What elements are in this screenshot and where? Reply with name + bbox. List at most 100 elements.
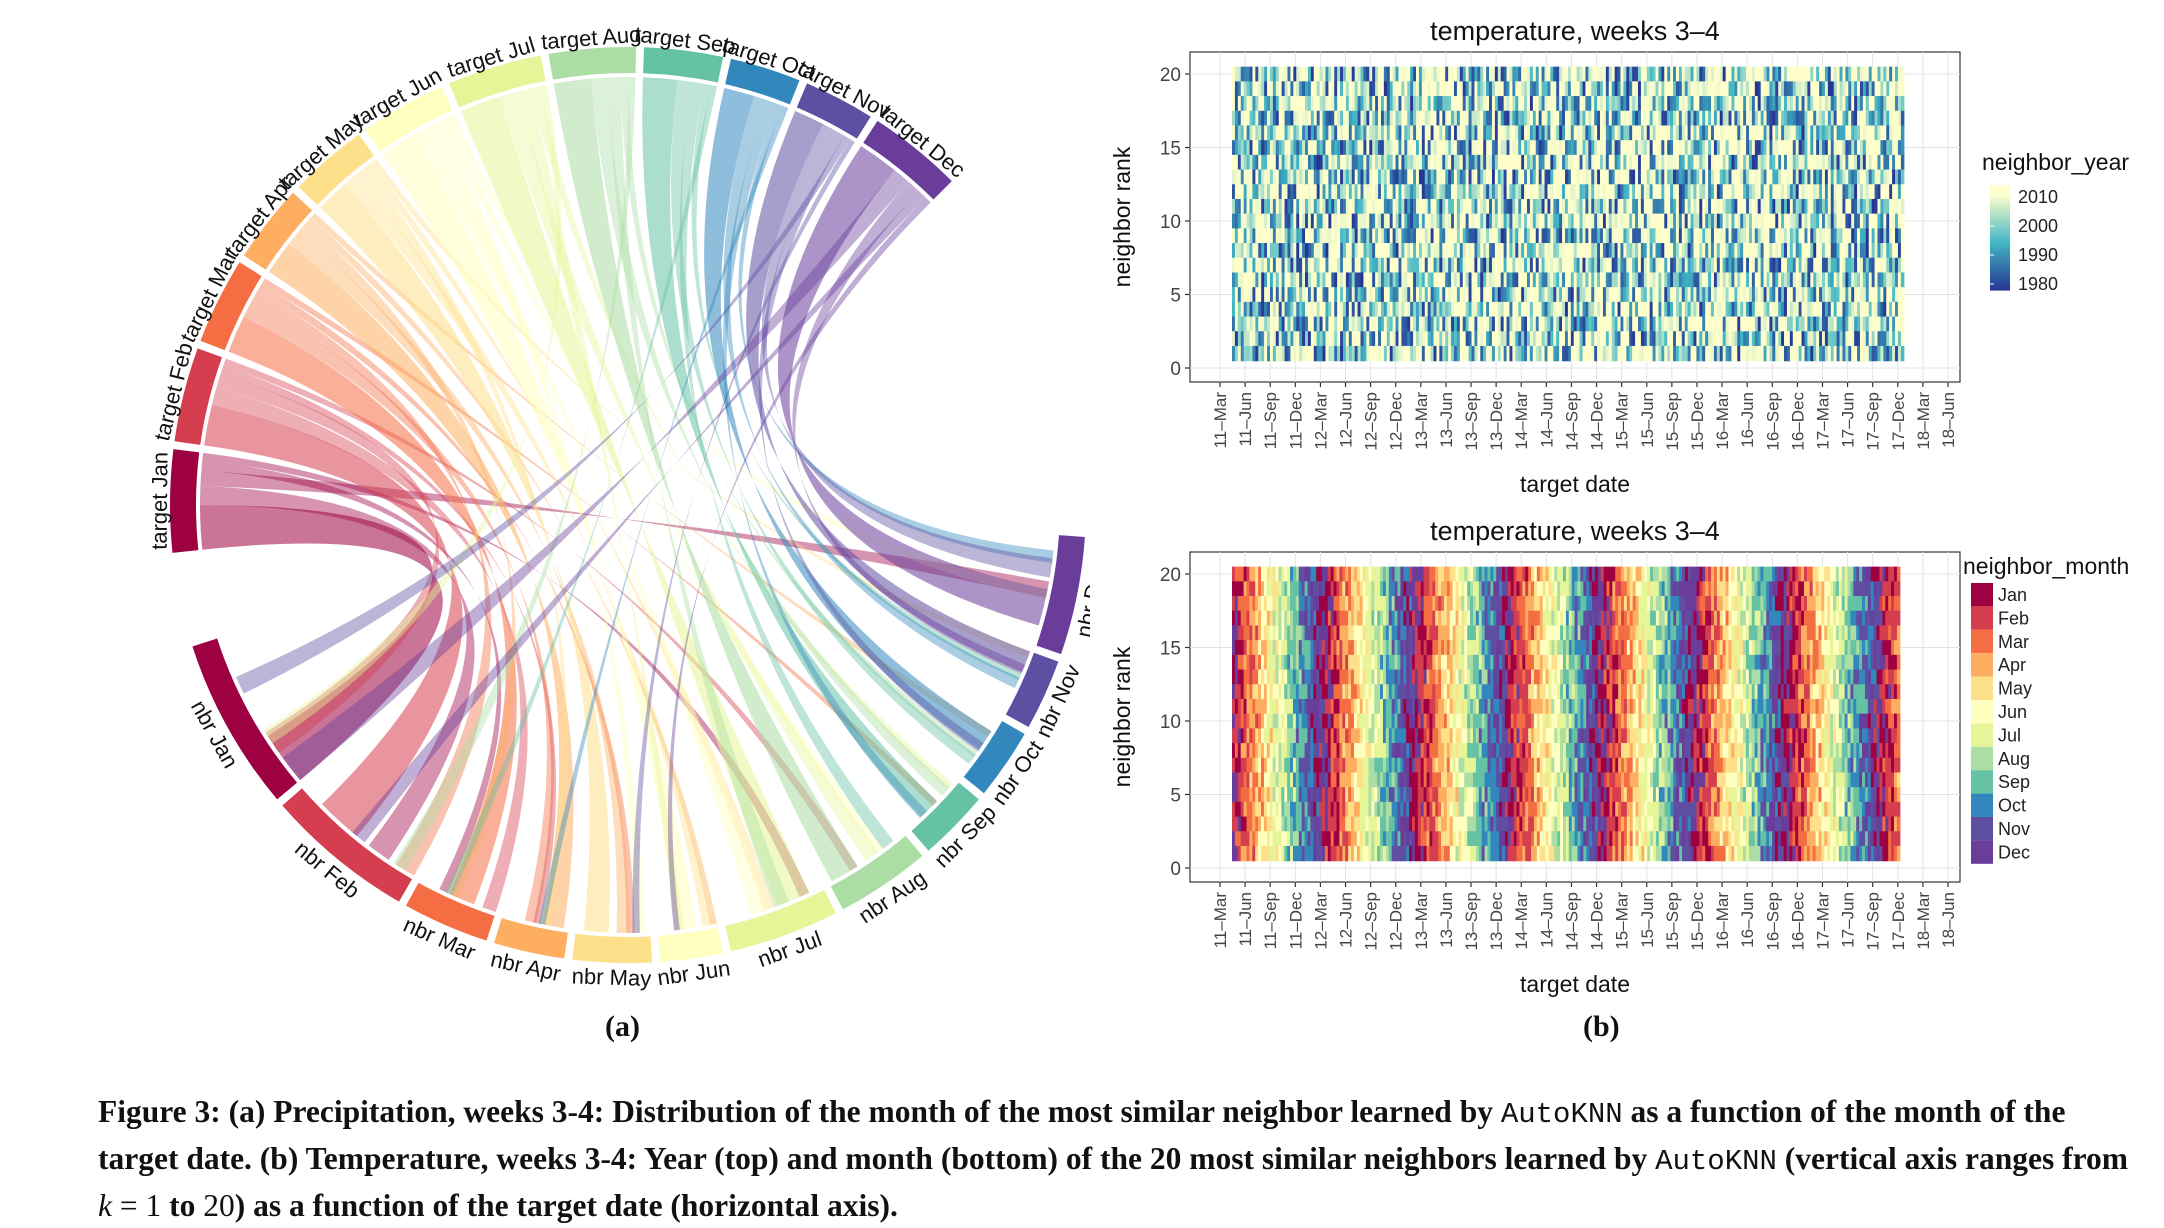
caption-math-20: 20: [203, 1188, 235, 1223]
x-axis-label: target date: [1520, 471, 1630, 497]
legend-swatch-jul: [1971, 723, 1993, 746]
x-tick-label: 12–Dec: [1387, 892, 1406, 951]
x-tick-label: 13–Jun: [1437, 892, 1456, 948]
x-tick-label: 15–Mar: [1613, 392, 1632, 450]
figure-caption: Figure 3: (a) Precipitation, weeks 3-4: …: [98, 1090, 2138, 1228]
caption-code-autoknn-1: AutoKNN: [1501, 1098, 1623, 1131]
legend-entry-may: May: [1998, 679, 2032, 699]
x-tick-label: 12–Dec: [1387, 392, 1406, 451]
legend-entry-jun: Jun: [1998, 702, 2027, 722]
x-tick-label: 17–Jun: [1839, 392, 1858, 448]
x-tick-label: 18–Jun: [1939, 392, 1958, 448]
y-tick-label: 15: [1160, 639, 1181, 660]
y-tick-label: 5: [1170, 786, 1181, 807]
nbr-may-label: nbr May: [571, 963, 651, 991]
legend-swatch-jun: [1971, 700, 1993, 723]
x-tick-label: 16–Jun: [1738, 392, 1757, 448]
caption-math-eq: =: [112, 1188, 146, 1223]
target-jan-label: target Jan: [147, 452, 173, 550]
x-tick-label: 12–Mar: [1311, 892, 1330, 950]
heatmap-cells: [1232, 567, 1900, 862]
x-tick-label: 16–Mar: [1713, 892, 1732, 950]
x-tick-label: 14–Jun: [1537, 892, 1556, 948]
nbr-may-arc: [572, 934, 652, 963]
legend-swatch-aug: [1971, 747, 1993, 770]
legend-swatch-dec: [1971, 840, 1993, 863]
x-tick-label: 11–Mar: [1211, 892, 1230, 949]
x-tick-label: 13–Mar: [1412, 392, 1431, 450]
x-tick-label: 14–Mar: [1512, 392, 1531, 450]
x-tick-label: 15–Dec: [1688, 392, 1707, 451]
legend-swatch-feb: [1971, 606, 1993, 629]
x-tick-label: 18–Jun: [1939, 892, 1958, 948]
x-tick-label: 16–Mar: [1713, 392, 1732, 450]
x-tick-label: 14–Sep: [1562, 892, 1581, 951]
legend-entry-aug: Aug: [1998, 749, 2030, 769]
x-tick-label: 11–Sep: [1261, 392, 1280, 449]
legend-entry-jul: Jul: [1998, 725, 2021, 745]
legend-swatch-mar: [1971, 630, 1993, 653]
x-tick-label: 12–Jun: [1337, 892, 1356, 948]
legend-tick-label: 2000: [2018, 216, 2058, 236]
y-tick-label: 10: [1160, 212, 1181, 233]
heatmap-cells: [1232, 67, 1904, 362]
x-tick-label: 13–Sep: [1462, 392, 1481, 451]
x-tick-label: 17–Dec: [1889, 392, 1908, 451]
x-tick-label: 13–Sep: [1462, 892, 1481, 951]
caption-text-3: (vertical axis ranges from: [1777, 1141, 2128, 1176]
x-tick-label: 17–Sep: [1864, 892, 1883, 951]
x-tick-label: 15–Jun: [1638, 892, 1657, 948]
panel-label-b: (b): [1583, 1010, 1620, 1044]
x-tick-label: 15–Sep: [1663, 392, 1682, 451]
x-tick-label: 16–Sep: [1763, 892, 1782, 951]
x-tick-label: 17–Mar: [1813, 392, 1832, 450]
x-tick-label: 16–Dec: [1788, 392, 1807, 451]
y-tick-label: 15: [1160, 139, 1181, 160]
x-tick-label: 15–Mar: [1613, 892, 1632, 950]
panel-label-a: (a): [605, 1010, 640, 1044]
legend-swatch-oct: [1971, 794, 1993, 817]
y-tick-label: 0: [1170, 359, 1181, 380]
heatmap-title: temperature, weeks 3–4: [1430, 16, 1720, 46]
caption-text-5: ) as a function of the target date (hori…: [235, 1188, 898, 1223]
x-tick-label: 18–Mar: [1914, 892, 1933, 950]
caption-code-autoknn-2: AutoKNN: [1655, 1145, 1777, 1178]
legend-swatch-jan: [1971, 583, 1993, 606]
x-tick-label: 11–Mar: [1211, 392, 1230, 449]
y-tick-label: 10: [1160, 712, 1181, 733]
legend-swatch-sep: [1971, 770, 1993, 793]
legend-swatch-may: [1971, 677, 1993, 700]
x-tick-label: 15–Sep: [1663, 892, 1682, 951]
x-tick-label: 17–Sep: [1864, 392, 1883, 451]
x-tick-label: 14–Sep: [1562, 392, 1581, 451]
x-tick-label: 15–Dec: [1688, 892, 1707, 951]
y-axis-label: neighbor rank: [1109, 646, 1135, 787]
x-tick-label: 13–Dec: [1487, 892, 1506, 951]
x-tick-label: 13–Mar: [1412, 892, 1431, 950]
x-tick-label: 13–Jun: [1437, 392, 1456, 448]
legend-entry-nov: Nov: [1998, 819, 2030, 839]
x-tick-label: 12–Mar: [1311, 392, 1330, 450]
x-tick-label: 14–Jun: [1537, 392, 1556, 448]
x-tick-label: 17–Jun: [1839, 892, 1858, 948]
x-tick-label: 15–Jun: [1638, 392, 1657, 448]
target-jan-arc: [170, 449, 199, 553]
y-tick-label: 20: [1160, 565, 1181, 586]
legend-tick-label: 1980: [2018, 274, 2058, 294]
caption-math-1: 1: [146, 1188, 162, 1223]
x-tick-label: 17–Mar: [1813, 892, 1832, 950]
legend-entry-mar: Mar: [1998, 632, 2029, 652]
x-tick-label: 14–Mar: [1512, 892, 1531, 950]
legend-entry-dec: Dec: [1998, 842, 2030, 862]
x-tick-label: 12–Sep: [1362, 392, 1381, 451]
x-tick-label: 11–Dec: [1286, 892, 1305, 950]
y-tick-label: 5: [1170, 286, 1181, 307]
x-tick-label: 12–Jun: [1337, 392, 1356, 448]
x-tick-label: 12–Sep: [1362, 892, 1381, 951]
legend-entry-oct: Oct: [1998, 796, 2026, 816]
legend-swatch-apr: [1971, 653, 1993, 676]
x-tick-label: 14–Dec: [1588, 392, 1607, 451]
legend-entry-feb: Feb: [1998, 608, 2029, 628]
legend-swatch-nov: [1971, 817, 1993, 840]
